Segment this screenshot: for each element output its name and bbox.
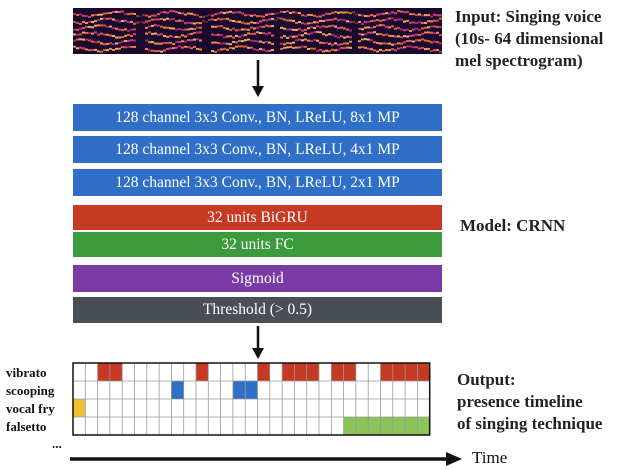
active-cell-vibrato [405,363,418,381]
conv-block-1: 128 channel 3x3 Conv., BN, LReLU, 8x1 MP [73,104,442,131]
active-cell-vibrato [380,363,393,381]
bigru-block-label: 32 units BiGRU [207,208,308,226]
conv-block-2-label: 128 channel 3x3 Conv., BN, LReLU, 4x1 MP [115,140,400,158]
input-label-line-1: Input: Singing voice [455,7,602,26]
conv-block-3: 128 channel 3x3 Conv., BN, LReLU, 2x1 MP [73,169,442,196]
row-label-scooping: scooping [6,383,55,398]
output-label-line-2: presence timeline [457,392,583,411]
arrow-head-icon [446,452,462,466]
threshold-block-label: Threshold (> 0.5) [202,301,313,318]
active-cell-scooping [245,381,258,399]
time-axis-label: Time [472,448,508,467]
active-cell-vocal-fry [73,399,86,417]
active-cell-scooping [232,381,246,399]
active-cell-vibrato [294,363,307,381]
bigru-block: 32 units BiGRU [73,205,442,230]
conv-block-3-label: 128 channel 3x3 Conv., BN, LReLU, 2x1 MP [115,173,400,191]
active-cell-vibrato [257,363,270,381]
output-label: Output: presence timeline of singing tec… [457,369,602,435]
active-cell-vibrato [97,363,110,381]
active-cell-falsetto [405,417,418,435]
threshold-block: Threshold (> 0.5) [73,297,442,323]
active-cell-falsetto [355,417,369,435]
active-cell-vibrato [109,363,123,381]
conv-block-2: 128 channel 3x3 Conv., BN, LReLU, 4x1 MP [73,136,442,163]
sigmoid-block: Sigmoid [73,265,442,292]
active-cell-falsetto [417,417,430,435]
active-cell-falsetto [392,417,406,435]
row-label-vibrato: vibrato [6,365,47,380]
active-cell-vibrato [331,363,344,381]
active-cell-vibrato [306,363,319,381]
fc-block: 32 units FC [73,232,442,257]
down-arrow-icon [252,326,264,359]
active-cell-falsetto [380,417,393,435]
input-label-line-3: mel spectrogram) [455,51,583,70]
fc-block-label: 32 units FC [221,235,294,253]
more-rows-ellipsis: ... [52,436,62,451]
conv-block-1-label: 128 channel 3x3 Conv., BN, LReLU, 8x1 MP [115,108,400,126]
mel-spectrogram-image [73,8,442,54]
input-label: Input: Singing voice (10s- 64 dimensiona… [455,6,603,72]
row-label-falsetto: falsetto [6,419,47,434]
active-cell-vibrato [343,363,356,381]
grid-border [72,362,431,436]
output-label-line-3: of singing technique [457,414,603,433]
input-label-line-2: (10s- 64 dimensional [455,29,604,48]
active-cell-falsetto [368,417,381,435]
down-arrow-icon [252,60,264,97]
active-cell-falsetto [343,417,356,435]
active-cell-vibrato [196,363,209,381]
active-cell-scooping [171,381,184,399]
model-label: Model: CRNN [460,216,566,235]
active-cell-vibrato [417,363,430,381]
active-cell-vibrato [392,363,406,381]
row-label-vocal-fry: vocal fry [6,401,55,416]
output-label-line-1: Output: [457,370,516,389]
active-cell-vibrato [282,363,295,381]
sigmoid-block-label: Sigmoid [231,269,284,287]
